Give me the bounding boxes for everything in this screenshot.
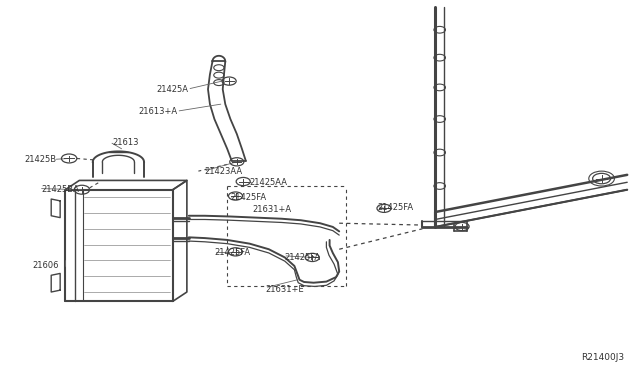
- Text: 21606: 21606: [33, 262, 59, 270]
- Text: 21425FA: 21425FA: [230, 193, 266, 202]
- Text: 21613: 21613: [112, 138, 138, 147]
- Text: 21631+A: 21631+A: [253, 205, 292, 214]
- Text: 21425AA: 21425AA: [250, 178, 287, 187]
- Text: 21425FA: 21425FA: [214, 248, 250, 257]
- Text: 21425B: 21425B: [24, 155, 56, 164]
- Text: 21425FA: 21425FA: [378, 203, 413, 212]
- Text: 21631+E: 21631+E: [266, 285, 304, 294]
- Text: 21613+A: 21613+A: [139, 107, 178, 116]
- Text: 21425FA: 21425FA: [285, 253, 321, 262]
- Text: R21400J3: R21400J3: [581, 353, 624, 362]
- Text: 21425A: 21425A: [157, 85, 189, 94]
- Text: 21423AA: 21423AA: [205, 167, 243, 176]
- Text: 21425BA: 21425BA: [42, 185, 79, 194]
